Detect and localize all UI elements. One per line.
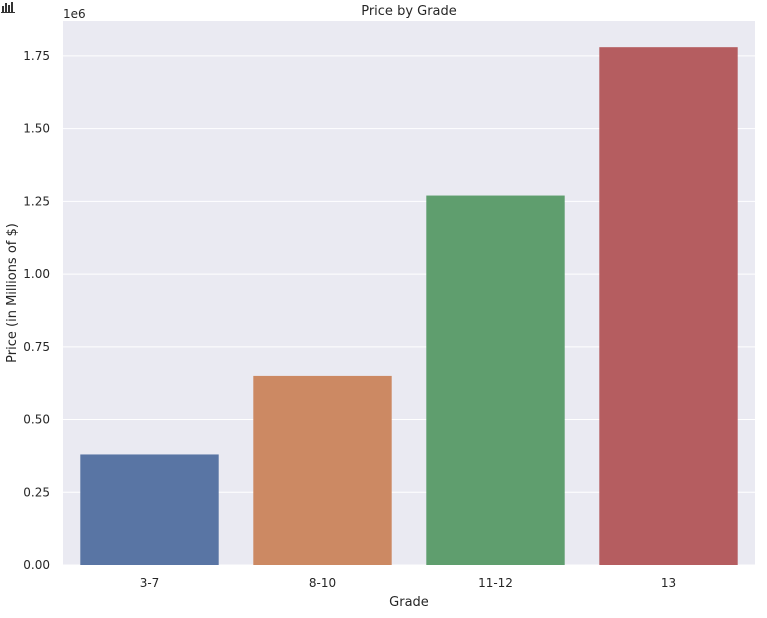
y-axis-label: Price (in Millions of $): [5, 223, 20, 363]
y-tick-label: 1.75: [23, 49, 50, 63]
y-tick-label: 1.50: [23, 122, 50, 136]
y-tick-label: 1.00: [23, 267, 50, 281]
chart-title: Price by Grade: [361, 4, 457, 19]
x-tick-labels: 3-7 8-10 11-12 13: [140, 576, 676, 590]
x-tick-label: 3-7: [140, 576, 160, 590]
y-tick-label: 0.50: [23, 413, 50, 427]
y-tick-label: 1.25: [23, 194, 50, 208]
bar-8-10: [253, 375, 392, 565]
x-tick-label: 13: [661, 576, 676, 590]
bar-chart-icon[interactable]: [1, 1, 15, 13]
x-tick-label: 8-10: [309, 576, 336, 590]
bar-13: [599, 47, 738, 565]
y-axis-offset-label: 1e6: [63, 7, 86, 21]
bar-11-12: [426, 195, 565, 565]
bars: [80, 47, 738, 565]
x-axis-label: Grade: [389, 595, 429, 610]
y-tick-label: 0.00: [23, 558, 50, 572]
y-tick-label: 0.25: [23, 485, 50, 499]
x-tick-label: 11-12: [478, 576, 513, 590]
y-tick-label: 0.75: [23, 340, 50, 354]
y-tick-labels: 0.00 0.25 0.50 0.75 1.00 1.25 1.50 1.75: [23, 49, 50, 572]
bar-3-7: [80, 454, 219, 565]
